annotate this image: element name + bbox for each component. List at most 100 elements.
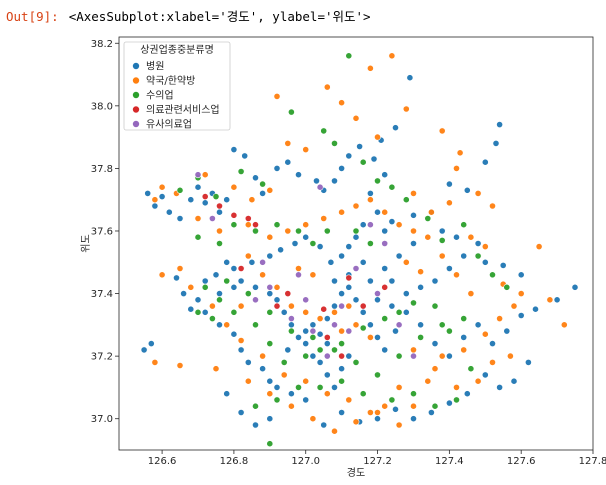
point-series-1-46 [176,265,184,272]
point-series-1-54 [309,415,317,423]
point-series-3-5 [320,305,328,313]
point-series-0-143 [237,277,245,285]
point-series-1-4 [230,183,238,191]
point-series-1-1 [158,183,166,191]
point-series-0-90 [510,377,518,385]
point-series-4-19 [316,183,324,191]
point-series-2-26 [338,340,345,347]
point-series-1-83 [366,196,374,204]
point-series-0-62 [259,365,266,373]
point-series-2-51 [410,390,417,398]
point-series-2-66 [252,227,259,235]
point-series-1-8 [284,139,292,147]
point-series-0-95 [427,409,435,416]
point-series-2-68 [216,240,223,247]
point-series-2-18 [503,283,511,291]
point-series-0-0 [144,189,152,197]
point-series-1-38 [323,390,331,398]
point-series-2-10 [374,177,381,185]
point-series-2-20 [445,327,453,335]
point-series-2-44 [374,371,381,379]
point-series-1-31 [453,383,460,391]
point-series-0-89 [525,358,532,366]
point-series-1-39 [302,377,310,385]
legend-marker [132,105,140,114]
point-series-0-15 [273,164,281,172]
point-series-0-49 [266,252,274,260]
point-series-1-57 [374,409,381,416]
point-series-0-16 [284,158,292,166]
point-series-0-66 [295,333,302,341]
point-series-0-60 [237,346,245,354]
point-series-2-59 [266,440,274,448]
point-series-1-87 [424,233,432,241]
point-series-4-15 [295,271,302,279]
point-series-0-91 [496,383,503,391]
point-series-3-4 [284,290,292,297]
point-series-2-55 [316,383,324,391]
point-series-2-54 [338,377,345,385]
x-tick-label: 127.2 [363,456,392,467]
point-series-1-25 [535,243,543,250]
point-series-0-5 [187,196,195,204]
point-series-2-0 [176,186,184,194]
point-series-1-88 [438,252,446,260]
point-series-0-150 [374,296,381,304]
point-series-0-133 [331,383,338,391]
point-series-0-27 [406,74,414,82]
point-series-1-72 [302,308,310,316]
point-series-0-140 [273,296,281,304]
point-series-1-73 [287,302,295,310]
point-series-0-28 [381,171,389,179]
point-series-0-80 [402,308,410,316]
point-series-0-14 [259,189,266,197]
point-series-0-75 [359,308,367,316]
point-series-2-34 [201,283,209,291]
point-series-1-30 [474,377,482,385]
point-series-0-71 [331,302,338,310]
point-series-2-15 [460,221,468,229]
point-series-1-36 [366,409,374,416]
y-tick-label: 38.2 [91,39,113,50]
point-series-1-99 [244,221,252,229]
point-series-0-40 [359,221,367,229]
point-series-0-38 [492,139,500,147]
point-series-1-64 [496,315,503,322]
point-series-0-96 [410,415,417,423]
point-series-0-68 [309,321,317,329]
axes-frame [118,36,594,451]
point-series-0-128 [173,274,180,282]
point-series-4-3 [287,315,295,322]
point-series-1-68 [366,333,374,341]
point-series-0-93 [463,390,471,398]
point-series-4-11 [395,321,403,329]
y-tick-label: 37.6 [91,226,113,237]
y-tick-label: 37.2 [91,352,113,363]
point-series-1-75 [259,271,266,279]
point-series-3-12 [338,352,345,360]
point-series-3-0 [201,193,209,200]
point-series-0-69 [316,330,324,338]
point-series-1-7 [273,93,281,100]
point-series-0-41 [352,233,360,241]
y-tick-label: 37.8 [91,164,113,175]
x-tick-label: 127.6 [507,456,536,467]
point-series-0-126 [140,346,148,354]
point-series-1-62 [460,346,468,354]
point-series-0-6 [194,183,202,191]
x-axis-label: 경도 [347,466,365,479]
point-series-2-56 [295,383,302,391]
point-series-4-10 [374,290,381,297]
point-series-0-55 [194,296,202,304]
legend-marker [132,91,140,99]
point-series-0-146 [331,277,338,285]
point-series-1-102 [309,271,317,279]
point-series-1-37 [345,396,353,404]
point-series-4-2 [266,283,274,291]
point-series-0-1 [151,202,159,210]
point-series-0-10 [223,196,231,204]
point-series-2-36 [208,315,216,322]
point-series-3-11 [359,302,367,310]
point-series-0-70 [323,315,331,322]
point-series-0-84 [460,333,468,341]
